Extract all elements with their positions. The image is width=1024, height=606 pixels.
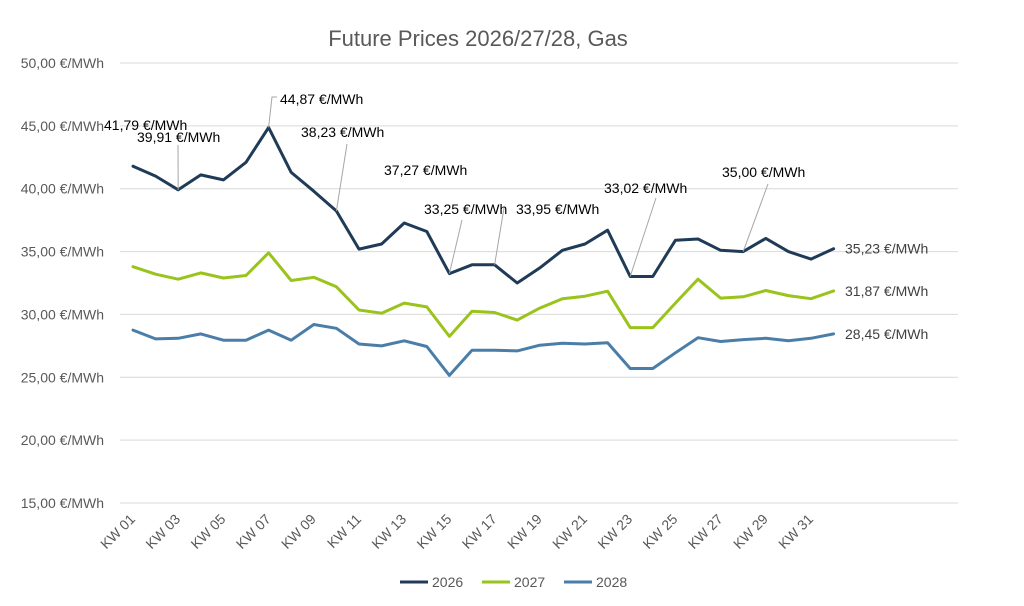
x-tick-label: KW 01 [97,511,138,552]
x-tick-label: KW 25 [639,511,680,552]
legend-label-2026: 2026 [432,574,463,590]
annotation-leader-line [268,96,277,128]
chart-title: Future Prices 2026/27/28, Gas [328,26,628,51]
data-annotation-label: 41,79 €/MWh [104,117,187,133]
y-axis-tick-labels: 15,00 €/MWh 20,00 €/MWh 25,00 €/MWh 30,00 €… [21,55,104,511]
x-tick-label: KW 21 [549,511,590,552]
series-end-label: 28,45 €/MWh [845,326,928,342]
y-tick-label: 35,00 €/MWh [21,244,104,260]
x-tick-label: KW 15 [413,511,454,552]
y-tick-label: 30,00 €/MWh [21,306,104,322]
annotation-leader-line [494,207,505,265]
x-tick-label: KW 19 [504,511,545,552]
x-tick-label: KW 07 [233,511,274,552]
x-tick-label: KW 11 [324,511,364,551]
y-tick-label: 50,00 €/MWh [21,55,104,71]
x-tick-label: KW 23 [594,511,635,552]
legend: 2026 2027 2028 [400,574,627,590]
data-annotation-label: 33,25 €/MWh [424,201,507,217]
data-annotation-label: 37,27 €/MWh [384,162,467,178]
annotation-leader-line [448,219,463,274]
legend-label-2027: 2027 [514,574,545,590]
data-annotation-label: 44,87 €/MWh [280,91,363,107]
x-tick-label: KW 27 [685,511,726,552]
series-end-label: 35,23 €/MWh [845,241,928,257]
series-line-2027 [131,251,836,338]
end-value-labels: 35,23 €/MWh 31,87 €/MWh 28,45 €/MWh [845,241,928,342]
data-annotation-label: 39,91 €/MWh [137,129,220,145]
x-tick-label: KW 09 [278,511,319,552]
data-annotation-label: 33,95 €/MWh [516,201,599,217]
legend-label-2028: 2028 [596,574,627,590]
x-axis-tick-labels: KW 01 KW 03 KW 05 KW 07 KW 09 KW 11 KW 13 KW 15… [97,511,816,552]
series-line-2026 [131,126,836,285]
x-tick-label: KW 29 [730,511,771,552]
data-annotation-label: 33,02 €/MWh [604,180,687,196]
series-lines [131,126,836,377]
y-tick-label: 15,00 €/MWh [21,495,104,511]
x-tick-label: KW 03 [142,511,183,552]
y-tick-label: 40,00 €/MWh [21,181,104,197]
y-tick-label: 25,00 €/MWh [21,369,104,385]
x-tick-label: KW 31 [775,511,816,552]
annotation-leader-line [335,143,348,212]
gridlines [120,62,958,504]
y-tick-label: 45,00 €/MWh [21,118,104,134]
series-line-2028 [131,323,836,377]
x-tick-label: KW 05 [187,511,228,552]
annotation-leader-line [629,197,657,277]
x-tick-label: KW 13 [368,511,409,552]
data-annotation-label: 35,00 €/MWh [722,164,805,180]
y-tick-label: 20,00 €/MWh [21,432,104,448]
annotation-leader-line [742,183,769,252]
series-end-label: 31,87 €/MWh [845,283,928,299]
x-tick-label: KW 17 [459,511,500,552]
data-annotation-label: 38,23 €/MWh [301,124,384,140]
